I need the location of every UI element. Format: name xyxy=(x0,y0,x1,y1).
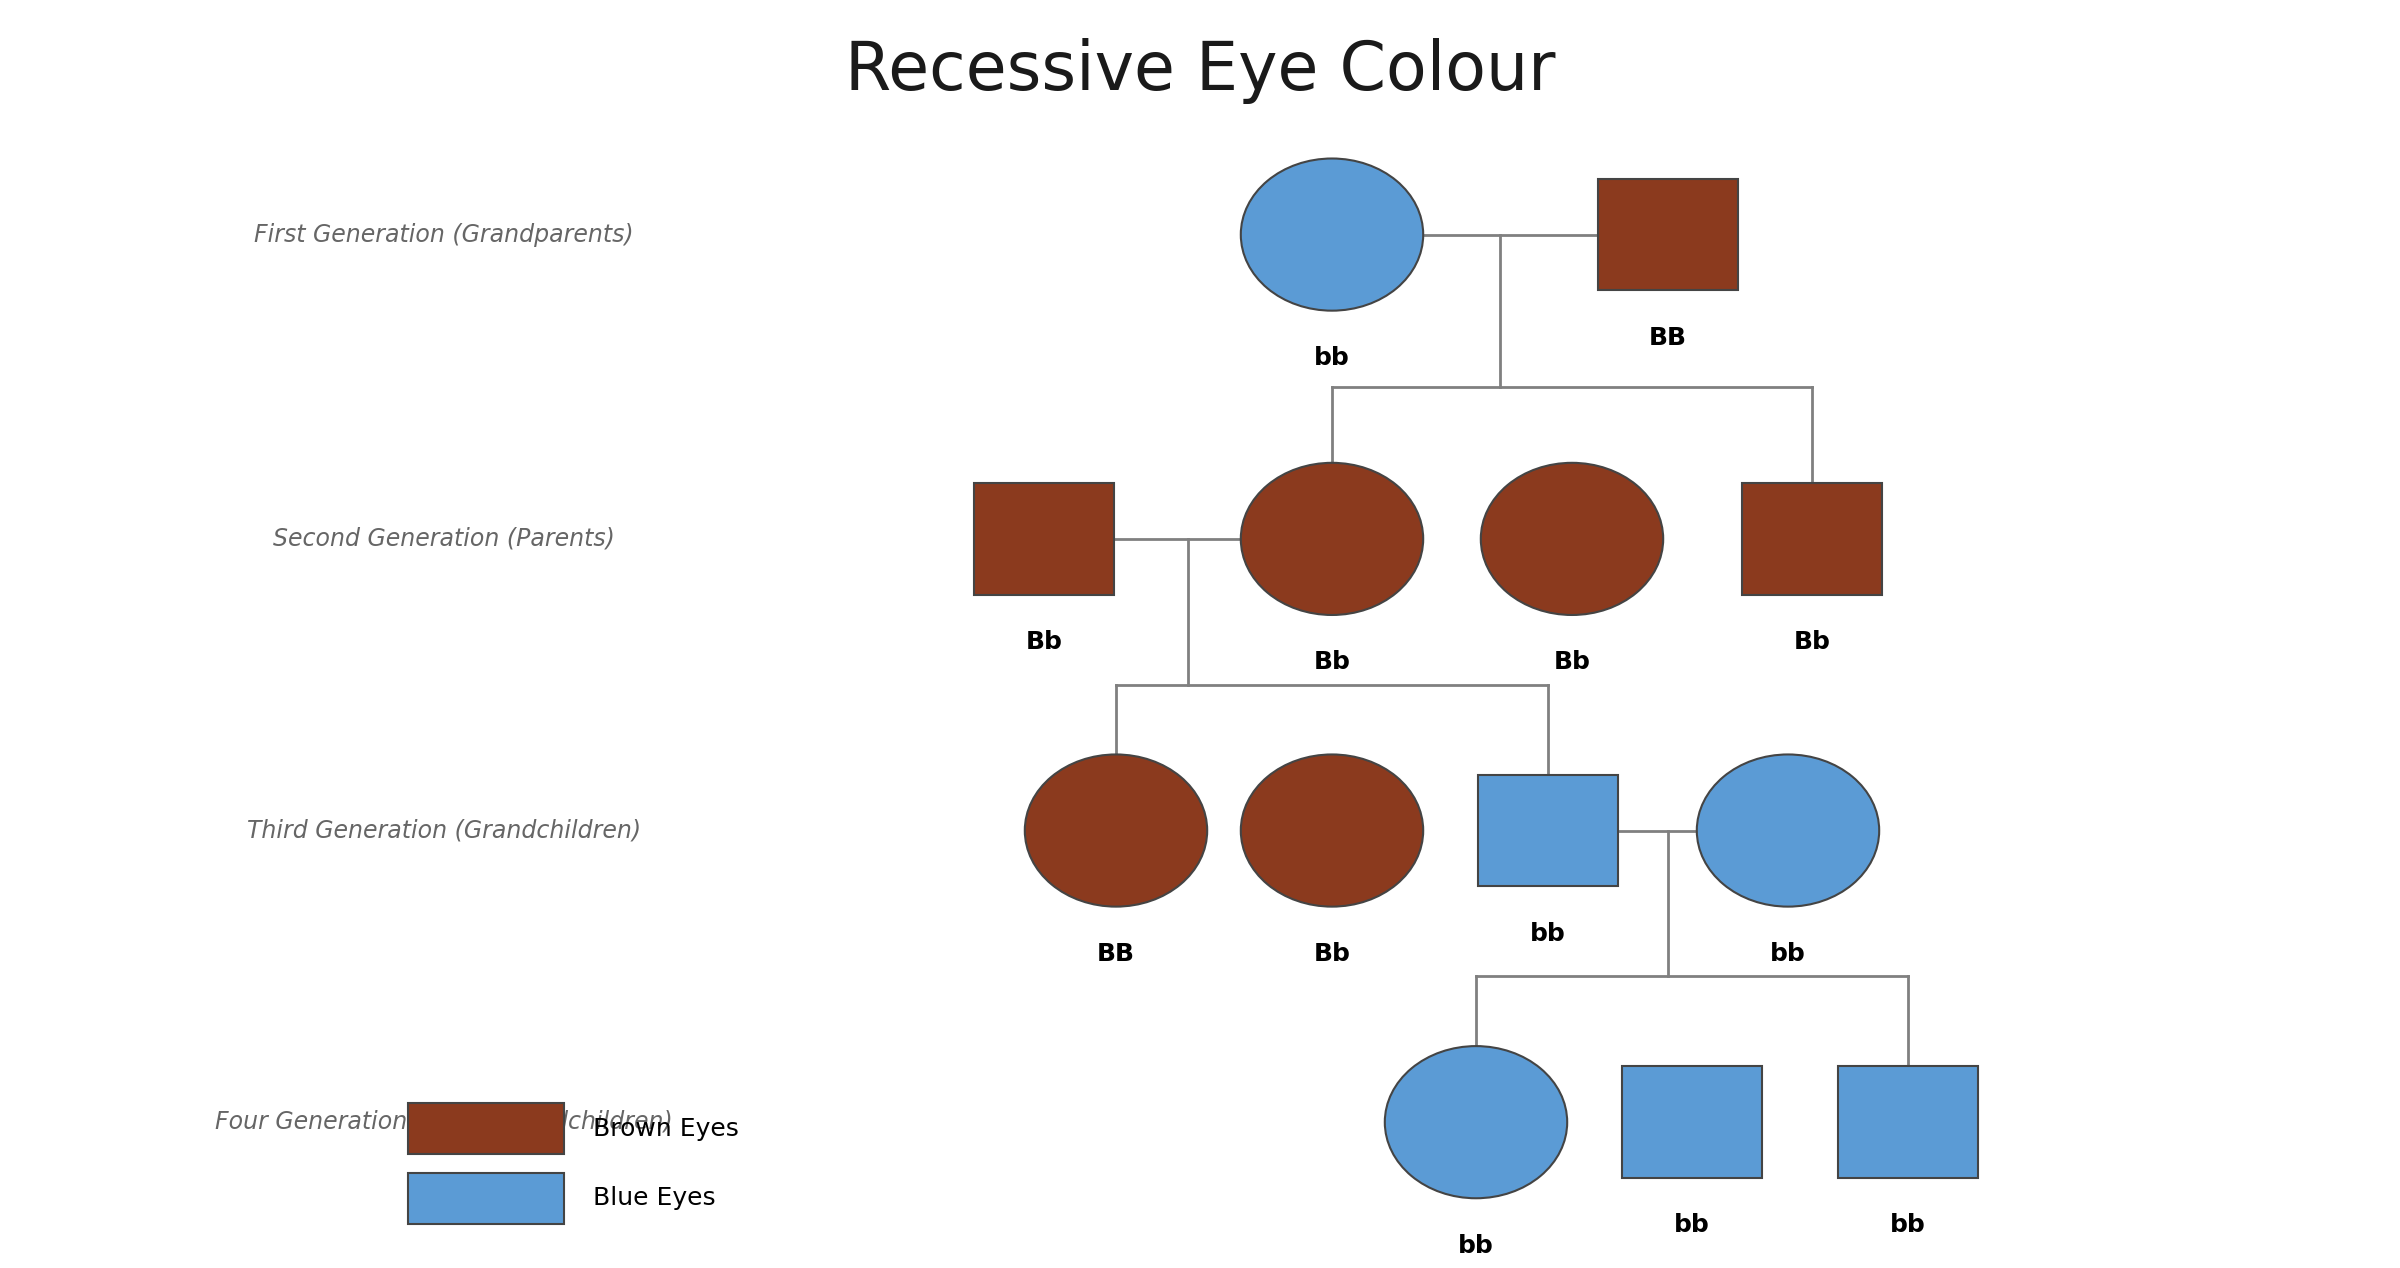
Text: bb: bb xyxy=(1531,922,1565,946)
Text: bb: bb xyxy=(1771,942,1805,966)
FancyBboxPatch shape xyxy=(408,1103,564,1154)
Text: bb: bb xyxy=(1891,1213,1925,1238)
Ellipse shape xyxy=(1385,1046,1567,1198)
Text: BB: BB xyxy=(1097,942,1135,966)
Text: Recessive Eye Colour: Recessive Eye Colour xyxy=(845,38,1555,104)
Text: Bb: Bb xyxy=(1793,630,1831,654)
Text: Bb: Bb xyxy=(1025,630,1063,654)
Text: bb: bb xyxy=(1459,1234,1493,1258)
FancyBboxPatch shape xyxy=(1478,775,1618,886)
Text: First Generation (Grandparents): First Generation (Grandparents) xyxy=(254,223,634,246)
Text: Bb: Bb xyxy=(1553,650,1591,675)
FancyBboxPatch shape xyxy=(408,1173,564,1224)
FancyBboxPatch shape xyxy=(1598,179,1738,290)
FancyBboxPatch shape xyxy=(974,483,1114,595)
Ellipse shape xyxy=(1241,463,1423,615)
Ellipse shape xyxy=(1241,754,1423,907)
Text: BB: BB xyxy=(1649,326,1687,350)
Text: Bb: Bb xyxy=(1313,942,1351,966)
FancyBboxPatch shape xyxy=(1838,1066,1978,1178)
Ellipse shape xyxy=(1697,754,1879,907)
Text: bb: bb xyxy=(1315,346,1349,370)
Text: Blue Eyes: Blue Eyes xyxy=(593,1187,715,1210)
Ellipse shape xyxy=(1025,754,1207,907)
Text: Four Generation (Great-grandchildren): Four Generation (Great-grandchildren) xyxy=(216,1111,672,1134)
Ellipse shape xyxy=(1241,158,1423,311)
FancyBboxPatch shape xyxy=(1622,1066,1762,1178)
Ellipse shape xyxy=(1481,463,1663,615)
Text: Brown Eyes: Brown Eyes xyxy=(593,1117,739,1140)
Text: bb: bb xyxy=(1675,1213,1709,1238)
Text: Bb: Bb xyxy=(1313,650,1351,675)
Text: Second Generation (Parents): Second Generation (Parents) xyxy=(274,527,614,550)
Text: Third Generation (Grandchildren): Third Generation (Grandchildren) xyxy=(247,819,641,842)
FancyBboxPatch shape xyxy=(1742,483,1882,595)
